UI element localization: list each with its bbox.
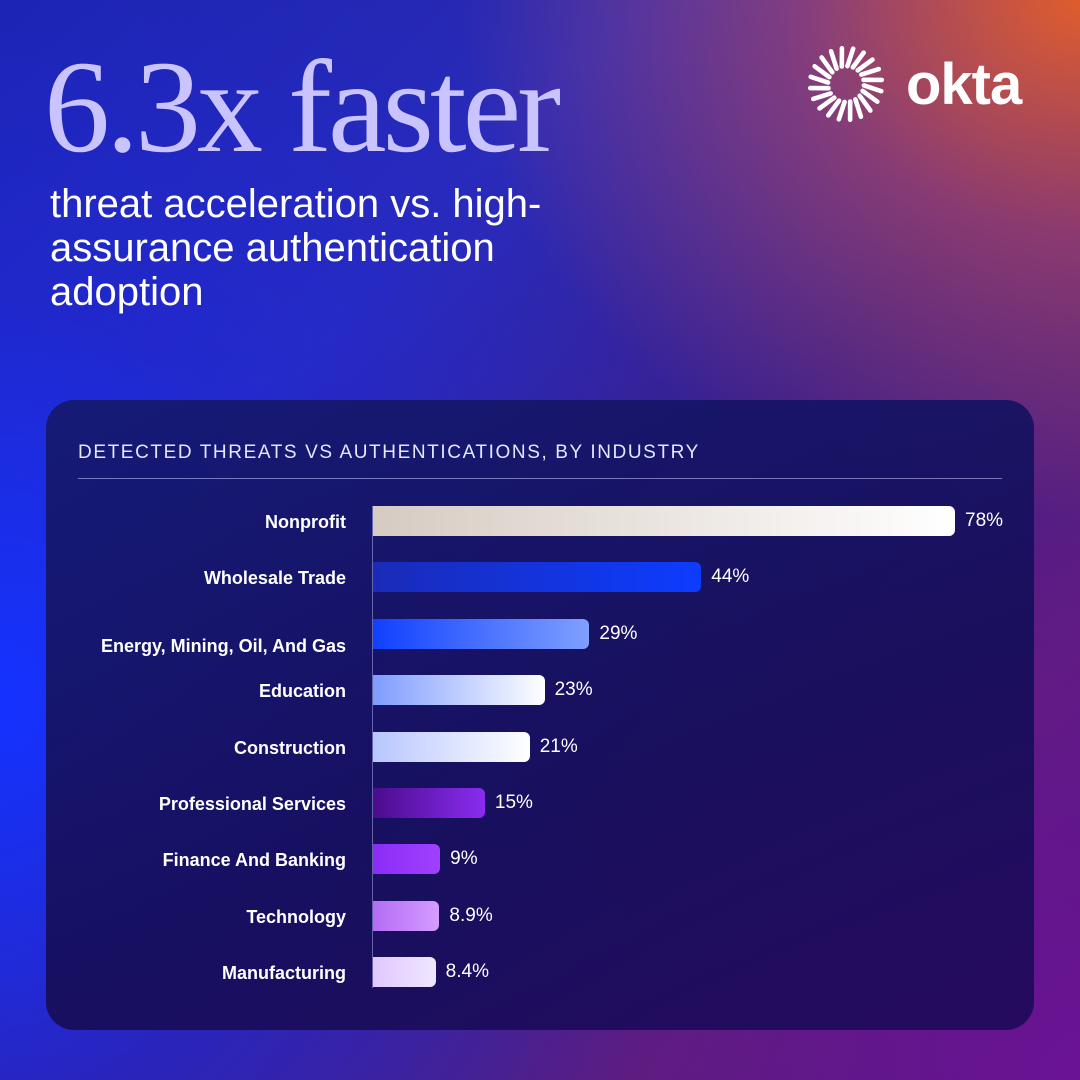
bar-row: Finance And Banking 9%	[46, 844, 1034, 876]
category-label: Education	[258, 681, 346, 702]
bar	[373, 731, 530, 762]
bar	[373, 900, 440, 931]
value-label: 23%	[554, 679, 593, 701]
bar	[373, 788, 485, 818]
value-label: 8.9%	[449, 904, 493, 926]
headline: 6.3x faster	[44, 33, 561, 180]
bar-row: Manufacturing 8.4%	[46, 957, 1034, 989]
bar-row: Professional Services 15%	[46, 788, 1034, 820]
value-label: 29%	[599, 622, 638, 644]
bar-row: Education 23%	[46, 675, 1034, 707]
sunburst-ray	[859, 66, 882, 77]
sunburst-ray	[857, 93, 873, 113]
title-divider	[78, 478, 1002, 479]
bar-row: Technology 8.9%	[46, 900, 1034, 933]
bar-row: Energy, Mining, Oil, And Gas 29%	[46, 618, 1034, 656]
sunburst-ray	[808, 74, 831, 85]
sunburst-ray	[861, 83, 884, 94]
sunburst-ray	[853, 97, 864, 120]
brand-wordmark: okta	[906, 51, 1022, 117]
sunburst-ray	[845, 46, 856, 69]
sunburst-ray	[836, 99, 847, 122]
category-label: Manufacturing	[222, 963, 346, 984]
category-label: Finance And Banking	[162, 850, 346, 871]
sunburst-ray	[828, 48, 839, 71]
bar	[373, 957, 436, 988]
subheadline: threat acceleration vs. high-assurance a…	[50, 182, 542, 314]
bar-row: Wholesale Trade 44%	[46, 562, 1034, 594]
sunburst-ray	[812, 63, 832, 80]
bar	[373, 506, 955, 536]
bar-row: Construction 21%	[46, 731, 1034, 764]
bar-row: Nonprofit 78%	[46, 506, 1034, 538]
bar	[373, 675, 545, 706]
brand-logo: okta	[808, 46, 1022, 122]
bar	[373, 562, 702, 593]
value-label: 15%	[494, 792, 533, 813]
value-label: 78%	[965, 510, 1004, 531]
sunburst-ray	[850, 50, 867, 70]
sunburst-ray	[819, 55, 835, 75]
value-label: 21%	[539, 735, 578, 757]
bar	[373, 844, 441, 875]
category-label: Nonprofit	[265, 512, 346, 532]
sunburst-ray	[855, 57, 875, 73]
sunburst-ray	[817, 95, 837, 111]
sunburst-ray	[860, 88, 880, 105]
value-label: 9%	[450, 848, 478, 870]
category-label: Wholesale Trade	[203, 568, 346, 589]
chart-title: DETECTED THREATS VS AUTHENTICATIONS, BY …	[78, 442, 700, 463]
chart-panel: DETECTED THREATS VS AUTHENTICATIONS, BY …	[46, 400, 1034, 1030]
bar	[373, 618, 590, 649]
value-label: 8.4%	[445, 961, 489, 983]
category-label: Construction	[234, 737, 346, 758]
category-label: Technology	[246, 906, 346, 927]
value-label: 44%	[711, 566, 750, 588]
sunburst-ray	[825, 98, 842, 118]
y-axis-line	[372, 506, 373, 988]
category-label: Energy, Mining, Oil, And Gas	[100, 635, 346, 656]
category-label: Professional Services	[158, 794, 346, 814]
okta-sunburst-logo-icon	[808, 46, 884, 122]
sunburst-ray	[810, 91, 833, 102]
